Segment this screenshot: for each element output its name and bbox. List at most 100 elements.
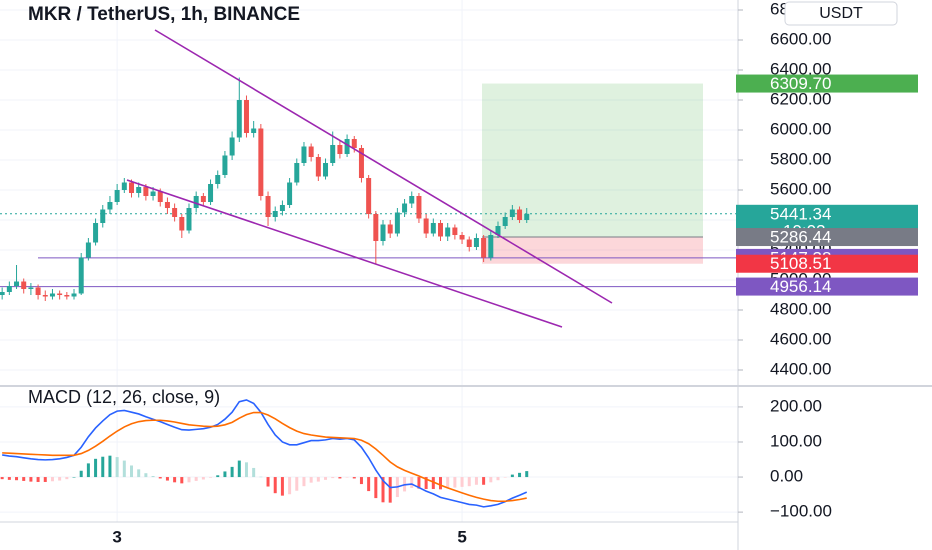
candle-body xyxy=(136,187,142,194)
candle-body xyxy=(121,182,127,191)
histogram-bar xyxy=(496,477,500,481)
candle-body xyxy=(57,293,63,296)
histogram-bar xyxy=(266,477,270,487)
candle-body xyxy=(308,146,314,158)
y-tick-label: −100.00 xyxy=(770,502,832,521)
histogram-bar xyxy=(29,477,33,482)
y-tick-label: 6400.00 xyxy=(770,59,831,78)
chart-title: MKR / TetherUS, 1h, BINANCE xyxy=(28,4,300,25)
x-tick-label: 5 xyxy=(457,527,466,546)
candle-body xyxy=(315,157,321,177)
histogram-bar xyxy=(453,477,457,488)
histogram-bar xyxy=(359,477,363,485)
histogram-bar xyxy=(173,477,177,483)
histogram-bar xyxy=(518,472,522,478)
y-tick-label: 4600.00 xyxy=(770,329,831,348)
histogram-bar xyxy=(410,477,414,488)
candle-body xyxy=(200,196,206,203)
price-tag-label: 5286.44 xyxy=(770,228,831,247)
y-tick-label: 4400.00 xyxy=(770,359,831,378)
histogram-bar xyxy=(180,477,184,484)
candle-body xyxy=(416,196,422,219)
candles xyxy=(0,77,530,302)
candle-body xyxy=(6,286,12,293)
price-tag-label: 5108.51 xyxy=(770,254,831,273)
candle-body xyxy=(279,205,285,212)
histogram-bar xyxy=(0,477,4,480)
x-tick-label: 3 xyxy=(112,527,121,546)
y-tick-label: 6200.00 xyxy=(770,89,831,108)
price-tags: 6309.705441.3419:035286.445147.385108.51… xyxy=(736,74,918,296)
trend-line xyxy=(154,29,613,304)
histogram-bar xyxy=(209,477,213,478)
histogram-bar xyxy=(482,477,486,485)
price-tag xyxy=(736,228,918,247)
candle-body xyxy=(373,214,379,242)
histogram-bar xyxy=(130,465,134,478)
currency-button[interactable] xyxy=(784,1,898,26)
histogram-bar xyxy=(316,477,320,482)
candle-body xyxy=(114,190,120,203)
histogram-bar xyxy=(94,458,98,478)
candle-body xyxy=(243,100,249,134)
histogram-bar xyxy=(374,477,378,499)
histogram-bar xyxy=(273,477,277,494)
histogram-bar xyxy=(309,477,313,483)
candle-body xyxy=(301,146,307,164)
candle-body xyxy=(445,227,451,237)
histogram-bar xyxy=(151,476,155,478)
candle-body xyxy=(100,209,106,224)
currency-label[interactable]: USDT xyxy=(819,5,863,22)
price-tag-label: 6309.70 xyxy=(770,74,831,93)
candle-body xyxy=(78,257,84,294)
macd-line xyxy=(2,399,528,508)
histogram-bar xyxy=(86,463,90,478)
candle-body xyxy=(21,281,27,290)
histogram-bar xyxy=(467,477,471,487)
histogram-bar xyxy=(7,477,11,480)
candle-body xyxy=(366,178,372,215)
stop-zone xyxy=(482,237,703,264)
price-tag-label: 4956.14 xyxy=(770,277,831,296)
y-tick-label: 100.00 xyxy=(770,431,822,450)
histogram-bar xyxy=(244,462,248,478)
candle-body xyxy=(193,196,199,209)
histogram-bar xyxy=(417,477,421,489)
histogram-bar xyxy=(72,477,76,478)
candle-body xyxy=(394,212,400,234)
candle-body xyxy=(186,208,192,231)
candle-body xyxy=(143,187,149,197)
signal-line xyxy=(2,411,527,503)
histogram-bar xyxy=(288,477,292,495)
candle-body xyxy=(93,223,99,243)
candle-body xyxy=(215,175,221,185)
y-tick-label: 6000.00 xyxy=(770,119,831,138)
candle-body xyxy=(107,202,113,210)
candle-body xyxy=(236,100,242,138)
candle-body xyxy=(150,191,156,197)
candle-body xyxy=(452,227,458,236)
histogram-bar xyxy=(388,477,392,503)
histogram-bar xyxy=(302,477,306,487)
histogram-bar xyxy=(101,456,105,478)
histogram-bar xyxy=(424,477,428,489)
histogram-bar xyxy=(431,477,435,489)
histogram-bar xyxy=(331,477,335,479)
histogram-bar xyxy=(280,477,284,496)
candle-body xyxy=(344,139,350,155)
candle-body xyxy=(473,238,479,248)
candle-body xyxy=(64,295,70,297)
histogram-bar xyxy=(216,475,220,478)
candle-body xyxy=(495,226,501,236)
histogram-bar xyxy=(503,477,507,478)
histogram-bar xyxy=(36,477,40,482)
y-tick-label: 5600.00 xyxy=(770,179,831,198)
candle-body xyxy=(42,295,48,297)
candle-body xyxy=(517,209,523,221)
histogram-bar xyxy=(115,457,119,478)
candle-body xyxy=(409,196,415,204)
candle-body xyxy=(509,209,515,218)
price-tag xyxy=(736,277,918,296)
candle-body xyxy=(258,128,264,197)
